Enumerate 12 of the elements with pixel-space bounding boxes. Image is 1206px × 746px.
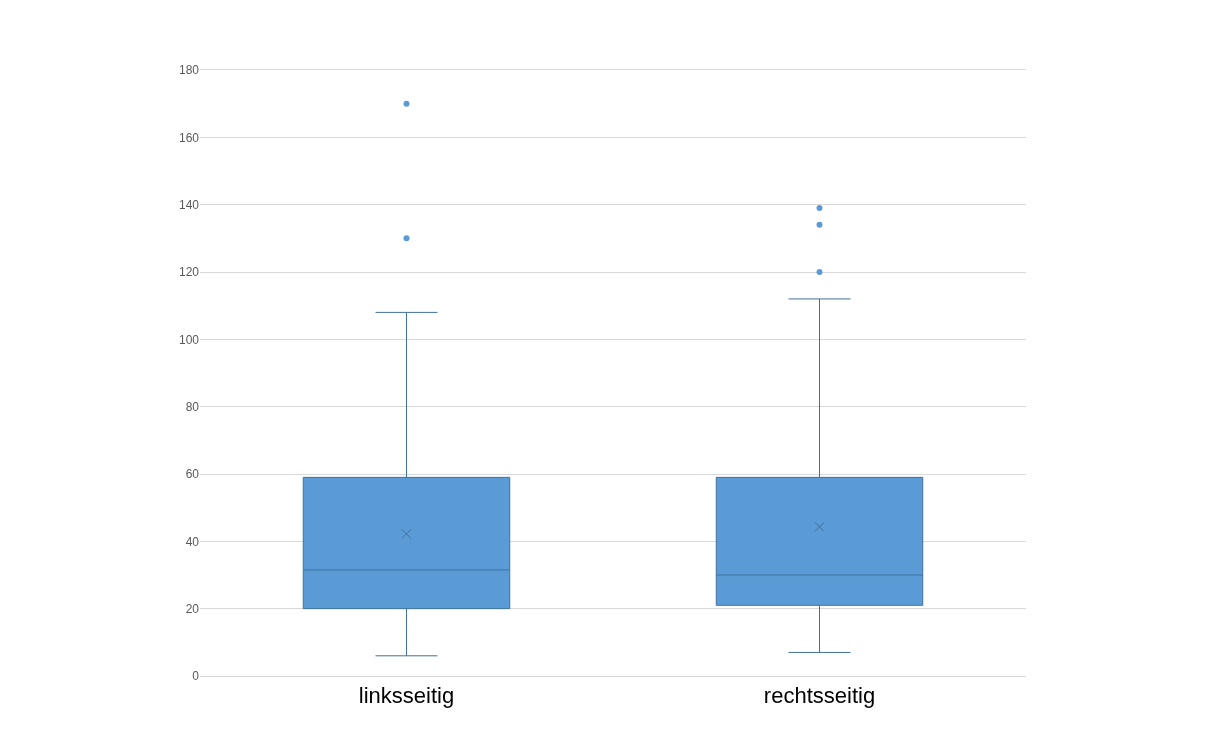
y-tick-label: 40 — [185, 534, 200, 549]
y-tick-label: 100 — [178, 332, 200, 347]
x-tick-label: rechtsseitig — [763, 683, 876, 709]
y-tick-label: 20 — [185, 601, 200, 616]
x-tick-label: linksseitig — [358, 683, 455, 709]
y-tick-label: 0 — [192, 669, 200, 684]
y-tick-label: 60 — [185, 467, 200, 482]
y-tick-label: 180 — [178, 63, 200, 78]
y-tick-label: 160 — [178, 130, 200, 145]
y-tick-label: 80 — [185, 399, 200, 414]
y-tick-label: 140 — [178, 197, 200, 212]
y-tick-label: 120 — [178, 265, 200, 280]
